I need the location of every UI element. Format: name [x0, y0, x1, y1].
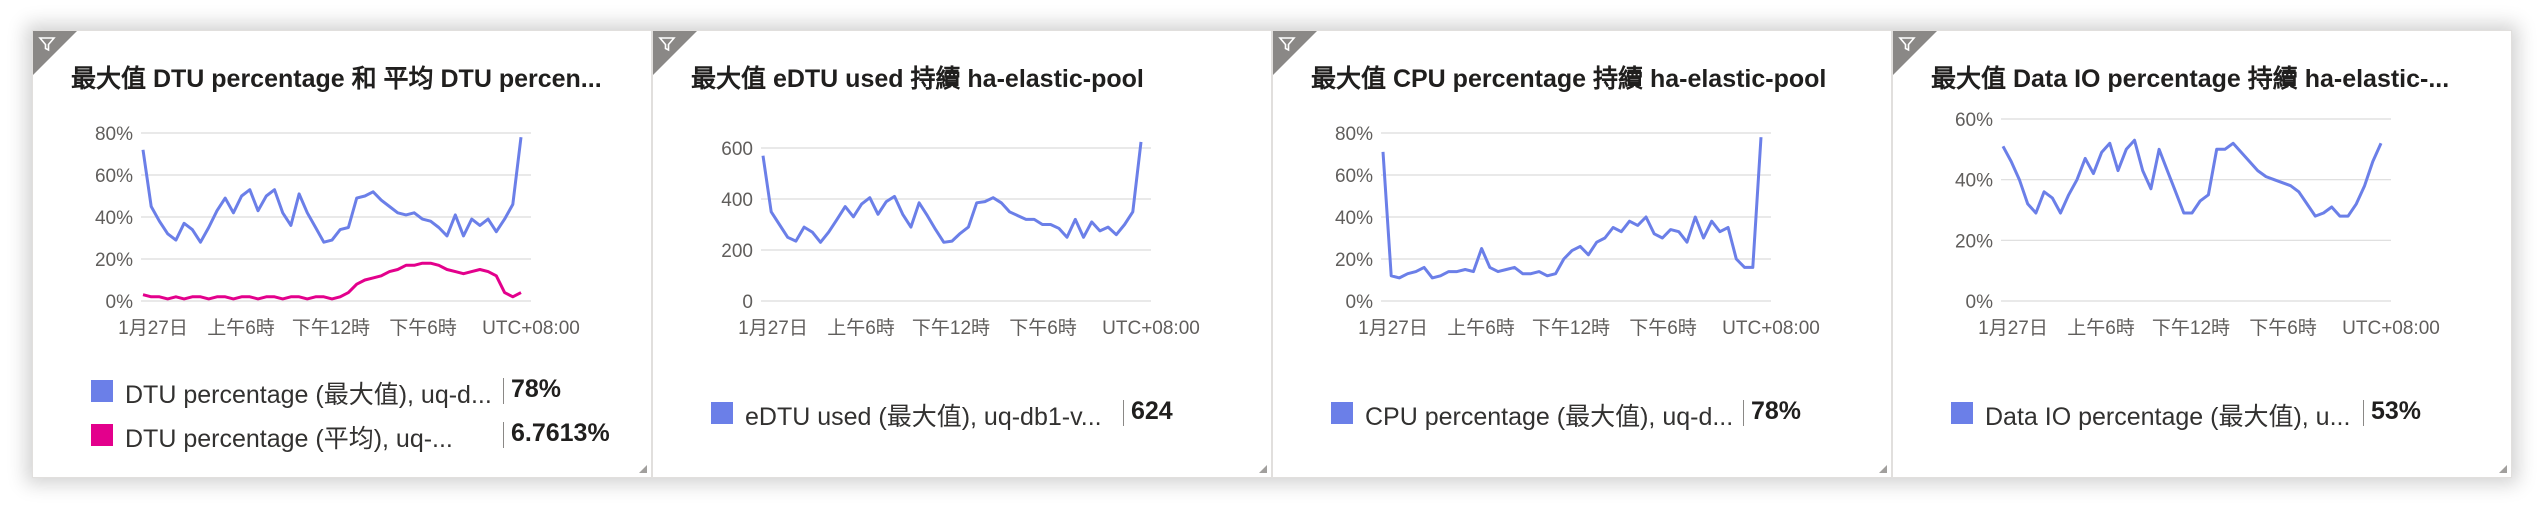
- chart-tile-dataio[interactable]: 最大值 Data IO percentage 持續 ha-elastic-...…: [1892, 30, 2512, 478]
- legend-divider: [2363, 400, 2364, 426]
- legend-value: 53%: [2371, 397, 2422, 425]
- legend-value: 78%: [1751, 397, 1802, 425]
- y-tick-label: 20%: [1955, 231, 1993, 252]
- x-tick-label: 上午6時: [2067, 317, 2135, 339]
- y-tick-label: 400: [721, 190, 753, 211]
- resize-handle[interactable]: [2499, 465, 2507, 473]
- y-tick-label: 0%: [1346, 292, 1374, 313]
- x-tick-label: 下午12時: [1532, 317, 1610, 339]
- line-chart: 80% 60% 40% 20% 0% 1月27日 上午6時 下午12時 下午6時 UTC+08:0…: [1335, 124, 1820, 339]
- resize-handle[interactable]: [1259, 465, 1267, 473]
- chart-tile-edtu[interactable]: 最大值 eDTU used 持續 ha-elastic-pool 600 400 2…: [652, 30, 1272, 478]
- y-tick-label: 60%: [1955, 110, 1993, 131]
- x-tick-label: 下午12時: [912, 317, 990, 339]
- x-tick-label: 下午12時: [292, 317, 370, 339]
- series-line: [2001, 138, 2383, 218]
- legend-divider: [503, 378, 504, 404]
- y-tick-label: 80%: [1335, 124, 1373, 145]
- y-tick-label: 0%: [1966, 292, 1994, 313]
- legend-value: 6.7613%: [511, 419, 610, 447]
- legend-label: eDTU used (最大值), uq-db1-v...: [745, 403, 1102, 431]
- x-tick-label: 下午12時: [2152, 317, 2230, 339]
- legend-swatch: [711, 402, 733, 424]
- legend-swatch: [91, 424, 113, 446]
- filter-icon[interactable]: [1278, 35, 1296, 53]
- x-tick-label: UTC+08:00: [2342, 318, 2440, 339]
- legend-label: Data IO percentage (最大值), u...: [1985, 403, 2351, 431]
- series-line: [1381, 137, 1763, 280]
- x-tick-label: 上午6時: [207, 317, 275, 339]
- y-tick-label: 600: [721, 139, 753, 160]
- legend-divider: [503, 422, 504, 448]
- y-tick-label: 40%: [95, 208, 133, 229]
- line-chart: 80% 60% 40% 20% 0% 1月27日 上午6時 下午12時 下午6時 UTC+08:0…: [95, 124, 580, 339]
- y-tick-label: 80%: [95, 124, 133, 145]
- x-tick-label: 上午6時: [827, 317, 895, 339]
- chart-tile-dtu[interactable]: 最大值 DTU percentage 和 平均 DTU percen... 80…: [32, 30, 652, 478]
- x-tick-label: 上午6時: [1447, 317, 1515, 339]
- x-tick-label: 下午6時: [1629, 317, 1697, 339]
- y-tick-label: 40%: [1955, 171, 1993, 192]
- y-tick-label: 20%: [95, 250, 133, 271]
- y-tick-label: 0: [742, 292, 753, 313]
- y-tick-label: 60%: [1335, 166, 1373, 187]
- legend-divider: [1743, 400, 1744, 426]
- chart-tile-cpu[interactable]: 最大值 CPU percentage 持續 ha-elastic-pool 80…: [1272, 30, 1892, 478]
- series-line: [142, 261, 522, 301]
- y-tick-label: 20%: [1335, 250, 1373, 271]
- x-tick-label: 下午6時: [2249, 317, 2317, 339]
- legend-swatch: [1331, 402, 1353, 424]
- legend-swatch: [1951, 402, 1973, 424]
- legend-label: DTU percentage (平均), uq-...: [125, 425, 453, 453]
- x-tick-label: 下午6時: [389, 317, 457, 339]
- dashboard-frame: 最大值 DTU percentage 和 平均 DTU percen... 80…: [32, 30, 2512, 478]
- x-tick-label: 下午6時: [1009, 317, 1077, 339]
- legend-value: 624: [1131, 397, 1173, 425]
- x-tick-label: 1月27日: [1358, 318, 1428, 339]
- line-chart: 600 400 200 0 1月27日 上午6時 下午12時 下午6時 UTC+08:00: [721, 139, 1200, 339]
- legend-value: 78%: [511, 375, 562, 403]
- y-tick-label: 40%: [1335, 208, 1373, 229]
- x-tick-label: 1月27日: [738, 318, 808, 339]
- y-tick-label: 0%: [106, 292, 134, 313]
- series-line: [761, 141, 1143, 244]
- filter-icon[interactable]: [1898, 35, 1916, 53]
- series-line: [141, 137, 523, 244]
- x-tick-label: UTC+08:00: [1722, 318, 1820, 339]
- resize-handle[interactable]: [639, 465, 647, 473]
- filter-icon[interactable]: [658, 35, 676, 53]
- resize-handle[interactable]: [1879, 465, 1887, 473]
- y-tick-label: 200: [721, 241, 753, 262]
- legend-label: DTU percentage (最大值), uq-d...: [125, 381, 492, 409]
- line-chart: 60% 40% 20% 0% 1月27日 上午6時 下午12時 下午6時 UTC+08:00: [1955, 110, 2440, 339]
- legend-swatch: [91, 380, 113, 402]
- x-tick-label: 1月27日: [118, 318, 188, 339]
- x-tick-label: 1月27日: [1978, 318, 2048, 339]
- x-tick-label: UTC+08:00: [482, 318, 580, 339]
- legend-divider: [1123, 400, 1124, 426]
- legend-label: CPU percentage (最大值), uq-d...: [1365, 403, 1734, 431]
- filter-icon[interactable]: [38, 35, 56, 53]
- y-tick-label: 60%: [95, 166, 133, 187]
- x-tick-label: UTC+08:00: [1102, 318, 1200, 339]
